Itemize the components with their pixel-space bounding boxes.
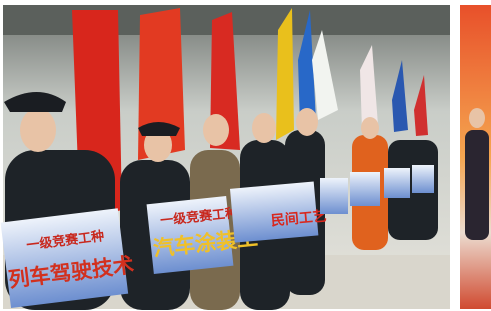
face xyxy=(203,114,229,146)
photo: 一级竞赛工种 列车驾驶技术 一级竞赛工种 汽车涂装工 民间工艺 xyxy=(0,0,491,311)
face xyxy=(469,108,485,128)
sign: 一级竞赛工种 列车驾驶技术 xyxy=(1,207,138,308)
face xyxy=(20,108,56,152)
face xyxy=(361,117,379,139)
sign-board xyxy=(350,172,380,206)
sign-board xyxy=(412,165,434,193)
sign: 民间工艺 xyxy=(230,181,328,243)
person xyxy=(465,130,489,240)
page: 一级竞赛工种 列车驾驶技术 一级竞赛工种 汽车涂装工 民间工艺 (() => {… xyxy=(0,0,491,311)
sign-board xyxy=(320,178,348,214)
face xyxy=(252,113,276,143)
sign-board xyxy=(384,168,410,198)
face xyxy=(296,108,318,136)
